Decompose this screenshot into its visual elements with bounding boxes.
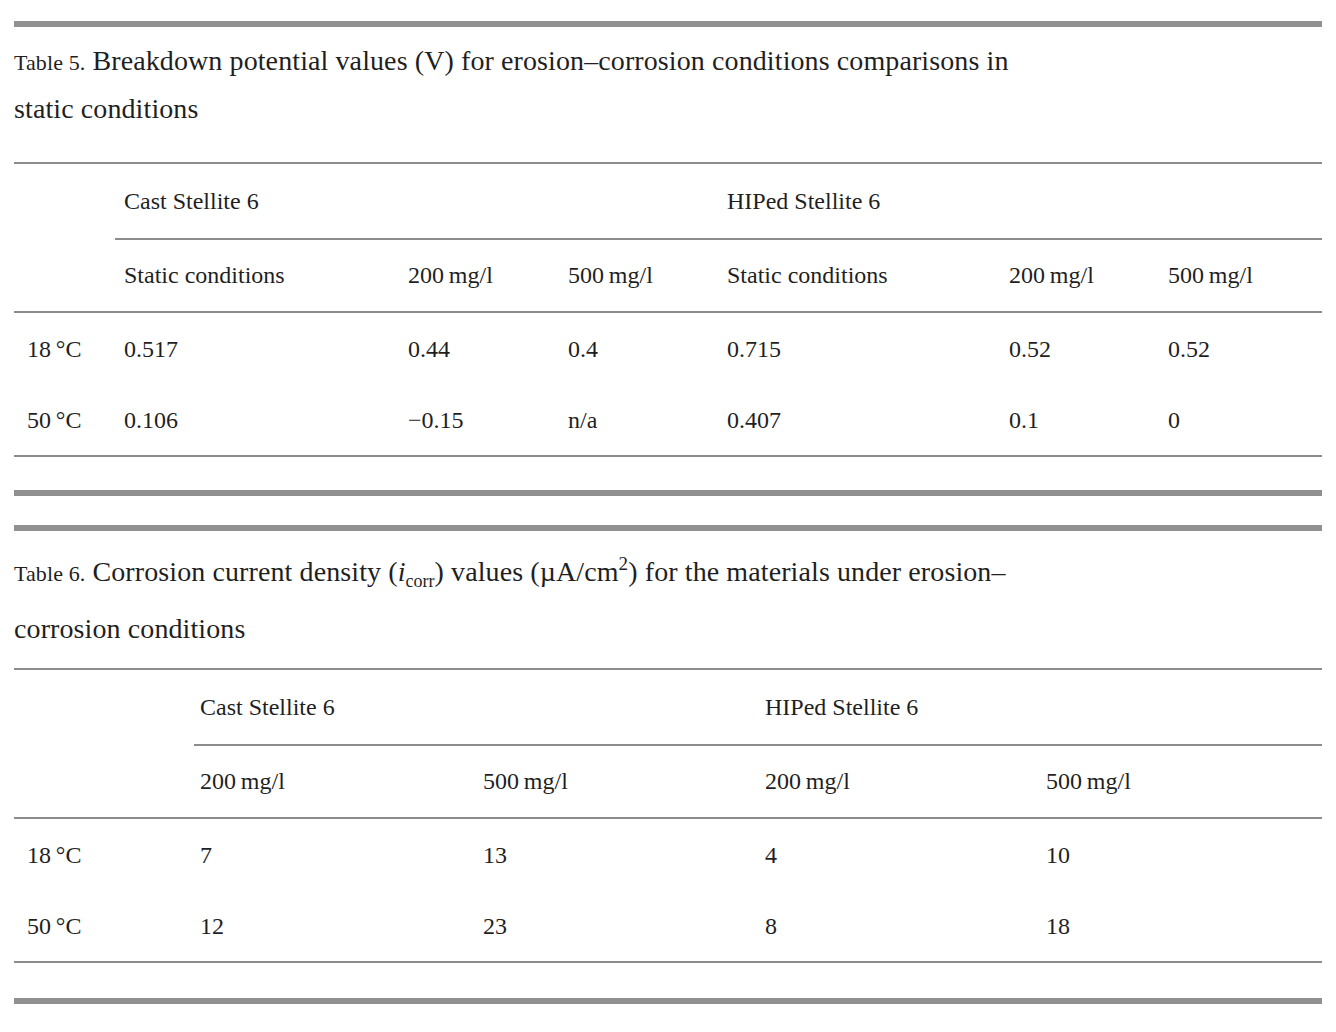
table5-corner-cell — [14, 163, 115, 239]
table6-colhead-200-cast: 200 mg/l — [194, 745, 477, 818]
caption-segment: ) for the materials under erosion– — [628, 556, 1005, 587]
table-5: Cast Stellite 6 HIPed Stellite 6 Static … — [14, 162, 1322, 457]
table5-cell: 0.106 — [115, 385, 399, 456]
table6-group-header-row: Cast Stellite 6 HIPed Stellite 6 — [14, 669, 1322, 745]
table6-group-header-cast: Cast Stellite 6 — [194, 669, 759, 745]
table5-cell: 0.52 — [1000, 312, 1159, 385]
table5-cell: 0.1 — [1000, 385, 1159, 456]
table6-cell: 10 — [1040, 818, 1322, 891]
table5-colhead-200-cast: 200 mg/l — [399, 239, 559, 312]
table6-cell: 8 — [759, 891, 1040, 962]
table5-rowlabel-18c: 18 °C — [14, 312, 115, 385]
table6-block: Table 6. Corrosion current density (icor… — [14, 525, 1322, 1004]
table5-block: Table 5. Breakdown potential values (V) … — [14, 21, 1322, 496]
table6-colhead-500-hiped: 500 mg/l — [1040, 745, 1322, 818]
table6-corner-cell — [14, 669, 194, 745]
table6-cell: 12 — [194, 891, 477, 962]
caption-segment: corrosion conditions — [14, 613, 245, 644]
table6-colhead-500-cast: 500 mg/l — [477, 745, 759, 818]
table6-group-header-hiped: HIPed Stellite 6 — [759, 669, 1322, 745]
table5-cell: n/a — [559, 385, 718, 456]
table6-colhead-200-hiped: 200 mg/l — [759, 745, 1040, 818]
table5-cell: 0.52 — [1159, 312, 1322, 385]
table5-column-header-row: Static conditions 200 mg/l 500 mg/l Stat… — [14, 239, 1322, 312]
table5-colhead-static-cast: Static conditions — [115, 239, 399, 312]
table5-caption-label: Table 5. — [14, 50, 85, 75]
table6-column-header-row: 200 mg/l 500 mg/l 200 mg/l 500 mg/l — [14, 745, 1322, 818]
table5-cell: 0.407 — [718, 385, 1000, 456]
table6-bottom-bar — [14, 998, 1322, 1004]
table5-colhead-500-hiped: 500 mg/l — [1159, 239, 1322, 312]
table5-group-header-hiped: HIPed Stellite 6 — [718, 163, 1322, 239]
table5-cell: −0.15 — [399, 385, 559, 456]
table6-caption: Table 6. Corrosion current density (icor… — [14, 531, 1322, 668]
table5-colhead-static-hiped: Static conditions — [718, 239, 1000, 312]
table6-cell: 4 — [759, 818, 1040, 891]
table5-colhead-200-hiped: 200 mg/l — [1000, 239, 1159, 312]
table6-cell: 7 — [194, 818, 477, 891]
table5-cell: 0.44 — [399, 312, 559, 385]
caption-segment: corr — [406, 571, 435, 591]
table5-cell: 0 — [1159, 385, 1322, 456]
table5-group-header-row: Cast Stellite 6 HIPed Stellite 6 — [14, 163, 1322, 239]
table5-cell: 0.4 — [559, 312, 718, 385]
table5-colhead-500-cast: 500 mg/l — [559, 239, 718, 312]
table6-row-18c: 18 °C 7 13 4 10 — [14, 818, 1322, 891]
table6-row-50c: 50 °C 12 23 8 18 — [14, 891, 1322, 962]
table6-rowlabel-18c: 18 °C — [14, 818, 194, 891]
table5-cell: 0.517 — [115, 312, 399, 385]
caption-segment: 2 — [619, 553, 629, 574]
caption-segment: Breakdown potential values (V) for erosi… — [92, 45, 1008, 76]
caption-segment: ) values (µA/cm — [435, 556, 619, 587]
table5-colhead-empty — [14, 239, 115, 312]
table6-cell: 18 — [1040, 891, 1322, 962]
table5-rowlabel-50c: 50 °C — [14, 385, 115, 456]
table5-caption: Table 5. Breakdown potential values (V) … — [14, 27, 1322, 162]
table-6: Cast Stellite 6 HIPed Stellite 6 200 mg/… — [14, 668, 1322, 963]
caption-segment: Corrosion current density ( — [92, 556, 397, 587]
page: Table 5. Breakdown potential values (V) … — [14, 0, 1322, 1004]
table6-caption-text: Corrosion current density (icorr) values… — [14, 556, 1006, 644]
caption-segment: static conditions — [14, 93, 198, 124]
table6-caption-label: Table 6. — [14, 561, 85, 586]
caption-segment: i — [398, 556, 406, 587]
table5-cell: 0.715 — [718, 312, 1000, 385]
table6-cell: 13 — [477, 818, 759, 891]
table5-caption-text: Breakdown potential values (V) for erosi… — [14, 45, 1009, 124]
table6-cell: 23 — [477, 891, 759, 962]
table6-rowlabel-50c: 50 °C — [14, 891, 194, 962]
table5-row-50c: 50 °C 0.106 −0.15 n/a 0.407 0.1 0 — [14, 385, 1322, 456]
table6-colhead-empty — [14, 745, 194, 818]
table5-group-header-cast: Cast Stellite 6 — [115, 163, 718, 239]
table5-row-18c: 18 °C 0.517 0.44 0.4 0.715 0.52 0.52 — [14, 312, 1322, 385]
